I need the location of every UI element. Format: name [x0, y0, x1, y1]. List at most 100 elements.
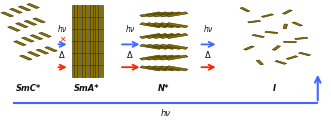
- Polygon shape: [146, 55, 168, 60]
- Polygon shape: [261, 14, 273, 17]
- Polygon shape: [87, 53, 90, 65]
- Text: Δ: Δ: [59, 51, 65, 60]
- Polygon shape: [93, 29, 95, 41]
- Polygon shape: [146, 23, 168, 28]
- Polygon shape: [166, 44, 188, 49]
- Polygon shape: [82, 5, 85, 17]
- Polygon shape: [8, 26, 20, 31]
- Polygon shape: [90, 53, 93, 65]
- Polygon shape: [27, 3, 39, 9]
- Polygon shape: [93, 65, 95, 77]
- Polygon shape: [71, 5, 74, 17]
- Polygon shape: [272, 46, 281, 50]
- Text: Δ: Δ: [205, 51, 211, 60]
- Polygon shape: [98, 53, 101, 65]
- Polygon shape: [14, 41, 26, 46]
- Polygon shape: [166, 23, 188, 28]
- Polygon shape: [101, 29, 103, 41]
- Polygon shape: [160, 44, 181, 49]
- Text: ✕: ✕: [59, 34, 66, 43]
- Polygon shape: [18, 6, 31, 11]
- Polygon shape: [74, 29, 77, 41]
- Polygon shape: [244, 46, 254, 50]
- Polygon shape: [82, 53, 85, 65]
- Polygon shape: [95, 17, 98, 29]
- Polygon shape: [160, 12, 181, 17]
- Polygon shape: [85, 65, 87, 77]
- Polygon shape: [74, 41, 77, 53]
- Polygon shape: [101, 53, 103, 65]
- Polygon shape: [85, 17, 87, 29]
- Polygon shape: [87, 29, 90, 41]
- Polygon shape: [87, 65, 90, 77]
- Polygon shape: [77, 53, 79, 65]
- Polygon shape: [93, 5, 95, 17]
- Polygon shape: [98, 41, 101, 53]
- Polygon shape: [146, 33, 168, 39]
- Text: hν: hν: [58, 26, 67, 35]
- Polygon shape: [299, 52, 310, 56]
- Polygon shape: [166, 66, 188, 71]
- Text: hν: hν: [161, 109, 170, 119]
- Polygon shape: [248, 20, 261, 23]
- Polygon shape: [82, 17, 85, 29]
- Polygon shape: [74, 5, 77, 17]
- Polygon shape: [153, 23, 175, 28]
- Polygon shape: [87, 17, 90, 29]
- Polygon shape: [74, 17, 77, 29]
- Polygon shape: [146, 44, 168, 49]
- Polygon shape: [71, 65, 74, 77]
- Polygon shape: [22, 37, 34, 42]
- Polygon shape: [27, 51, 40, 57]
- Polygon shape: [95, 5, 98, 17]
- Polygon shape: [140, 55, 162, 60]
- Text: SmC*: SmC*: [16, 84, 41, 93]
- Polygon shape: [153, 55, 175, 60]
- Polygon shape: [77, 41, 79, 53]
- Polygon shape: [295, 37, 308, 40]
- Polygon shape: [85, 53, 87, 65]
- Polygon shape: [79, 53, 82, 65]
- Polygon shape: [71, 29, 74, 41]
- Polygon shape: [95, 65, 98, 77]
- Text: N*: N*: [158, 84, 169, 93]
- Polygon shape: [286, 56, 298, 60]
- Polygon shape: [140, 66, 162, 71]
- Polygon shape: [90, 29, 93, 41]
- Polygon shape: [77, 65, 79, 77]
- Polygon shape: [101, 5, 103, 17]
- Polygon shape: [24, 20, 37, 25]
- Polygon shape: [82, 65, 85, 77]
- Polygon shape: [146, 66, 168, 71]
- Polygon shape: [90, 5, 93, 17]
- Polygon shape: [16, 23, 28, 28]
- Polygon shape: [79, 65, 82, 77]
- Text: SmA*: SmA*: [74, 84, 100, 93]
- Polygon shape: [252, 34, 264, 38]
- Polygon shape: [95, 41, 98, 53]
- Polygon shape: [98, 17, 101, 29]
- Polygon shape: [95, 53, 98, 65]
- Polygon shape: [74, 53, 77, 65]
- Polygon shape: [36, 49, 49, 54]
- Polygon shape: [79, 17, 82, 29]
- Polygon shape: [98, 65, 101, 77]
- Polygon shape: [79, 41, 82, 53]
- Polygon shape: [71, 53, 74, 65]
- Polygon shape: [77, 5, 79, 17]
- Polygon shape: [240, 7, 250, 12]
- Polygon shape: [101, 65, 103, 77]
- Polygon shape: [82, 29, 85, 41]
- Polygon shape: [39, 32, 51, 37]
- Polygon shape: [98, 29, 101, 41]
- Text: hν: hν: [125, 26, 135, 35]
- Polygon shape: [10, 8, 22, 13]
- Polygon shape: [284, 41, 296, 43]
- Polygon shape: [160, 33, 181, 39]
- Polygon shape: [90, 41, 93, 53]
- Polygon shape: [85, 5, 87, 17]
- Polygon shape: [292, 22, 303, 26]
- Polygon shape: [265, 31, 278, 34]
- Polygon shape: [140, 44, 162, 49]
- Polygon shape: [275, 60, 287, 64]
